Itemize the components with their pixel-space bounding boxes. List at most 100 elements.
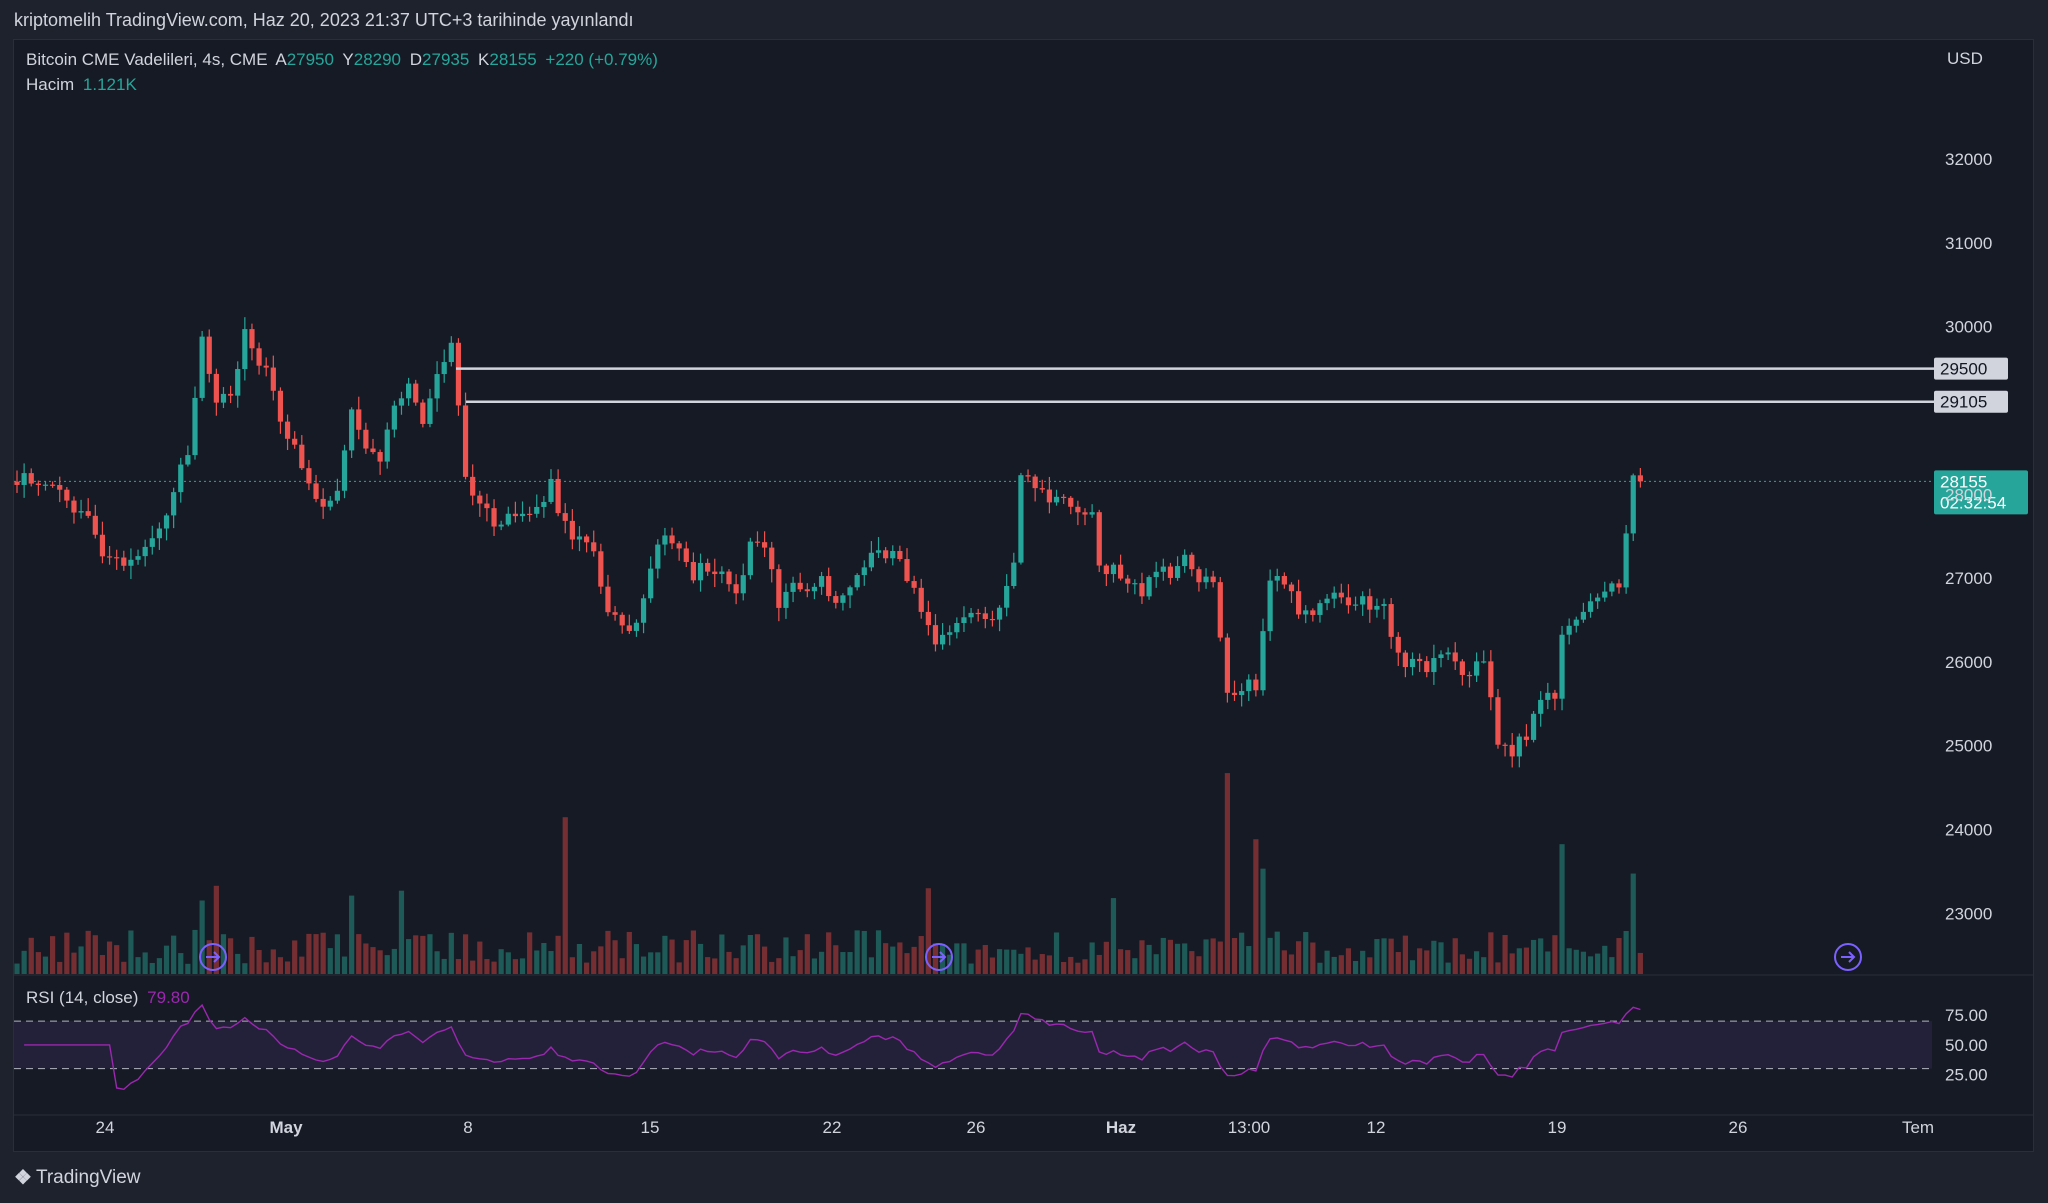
volume-bar — [562, 817, 568, 974]
candle-body — [690, 562, 696, 581]
volume-bar — [548, 951, 554, 974]
volume-bar — [890, 946, 896, 974]
candle-body — [1267, 580, 1273, 632]
volume-bar — [1032, 959, 1038, 974]
volume-bar — [1381, 938, 1387, 974]
volume-bar — [612, 940, 618, 974]
candle-body — [605, 586, 611, 613]
candle-body — [1317, 603, 1323, 615]
level-price-tag — [1934, 357, 2008, 380]
candle-body — [220, 393, 227, 403]
volume-bar — [1445, 962, 1451, 974]
volume-bar — [406, 939, 412, 974]
volume-bar — [1409, 960, 1416, 974]
event-marker[interactable] — [1834, 943, 1862, 971]
candle-body — [1011, 562, 1017, 586]
volume-bar — [1466, 958, 1473, 974]
candle-body — [975, 612, 981, 615]
footer-brand[interactable]: ❖ TradingView — [14, 1165, 141, 1190]
candle-body — [299, 444, 305, 469]
last-price-label: 28155 — [1940, 472, 1987, 491]
candle-body — [840, 595, 846, 603]
price-tick-label: 26000 — [1945, 653, 1992, 672]
volume-bar — [633, 944, 640, 974]
legend-low-label: D — [409, 50, 423, 69]
candle-body — [349, 409, 355, 451]
time-tick-label: 22 — [823, 1118, 842, 1137]
volume-bar — [1231, 938, 1238, 974]
volume-bar — [1502, 935, 1508, 974]
candle-body — [50, 484, 56, 486]
candle-body — [78, 511, 84, 513]
volume-bar — [1345, 948, 1352, 974]
volume-bar — [534, 950, 540, 974]
candle-body — [370, 448, 376, 453]
time-tick-label: 19 — [1548, 1118, 1567, 1137]
volume-bar — [982, 945, 988, 974]
candle-body — [1509, 744, 1515, 757]
volume-bar — [1224, 773, 1230, 974]
candle-body — [868, 552, 874, 568]
candle-body — [726, 571, 732, 585]
currency-label[interactable]: USD — [1947, 49, 1983, 68]
time-tick-label: Tem — [1902, 1118, 1934, 1137]
volume-bar — [220, 934, 227, 974]
candle-body — [1630, 475, 1636, 534]
volume-bar — [1573, 949, 1579, 974]
candle-body — [1402, 652, 1408, 668]
candle-body — [71, 500, 77, 513]
volume-bar — [1481, 957, 1487, 974]
volume-bar — [1338, 955, 1344, 974]
volume-bar — [519, 958, 526, 974]
volume-bar — [584, 962, 590, 974]
volume-bar — [1623, 930, 1629, 974]
price-tick-label: 27000 — [1945, 569, 1992, 588]
volume-bar — [434, 951, 440, 974]
arrow-right-icon — [1841, 951, 1856, 963]
volume-bar — [968, 963, 974, 974]
candle-body — [754, 541, 761, 543]
volume-bar — [427, 934, 433, 974]
volume-bar — [1616, 938, 1622, 974]
candle-body — [811, 586, 818, 592]
volume-bar — [441, 958, 447, 974]
candle-body — [989, 618, 996, 621]
candle-body — [1167, 566, 1174, 578]
candle-body — [1025, 475, 1031, 477]
candle-body — [1637, 475, 1643, 482]
volume-bar — [242, 963, 248, 974]
volume-bar — [114, 945, 120, 974]
volume-bar — [527, 932, 533, 974]
candle-body — [448, 342, 454, 363]
candle-body — [341, 450, 348, 491]
volume-value: 1.121K — [82, 75, 137, 94]
rsi-legend: RSI (14, close) 79.80 — [26, 988, 194, 1008]
volume-bar — [1331, 956, 1337, 974]
volume-bar — [619, 958, 625, 974]
volume-bar — [50, 936, 56, 974]
volume-bar — [1210, 938, 1216, 974]
volume-bar — [925, 888, 931, 974]
candle-body — [1352, 604, 1359, 606]
candle-body — [334, 490, 340, 501]
candle-body — [1481, 661, 1487, 663]
volume-bar — [826, 932, 832, 974]
volume-bar — [1609, 957, 1615, 974]
volume-bar — [1296, 941, 1302, 974]
volume-bar — [512, 959, 518, 974]
level-price-label: 29500 — [1940, 360, 1987, 379]
event-marker[interactable] — [199, 943, 227, 971]
event-marker[interactable] — [925, 943, 953, 971]
volume-bar — [121, 961, 127, 974]
volume-bar — [135, 957, 141, 974]
volume-bar — [1417, 948, 1423, 974]
candle-body — [128, 559, 134, 566]
candle-body — [982, 613, 988, 619]
volume-bar — [398, 890, 405, 974]
volume-bar — [932, 943, 939, 974]
volume-bar — [911, 946, 917, 974]
candle-body — [64, 489, 70, 501]
volume-bar — [1324, 950, 1330, 974]
volume-bar — [697, 943, 704, 974]
